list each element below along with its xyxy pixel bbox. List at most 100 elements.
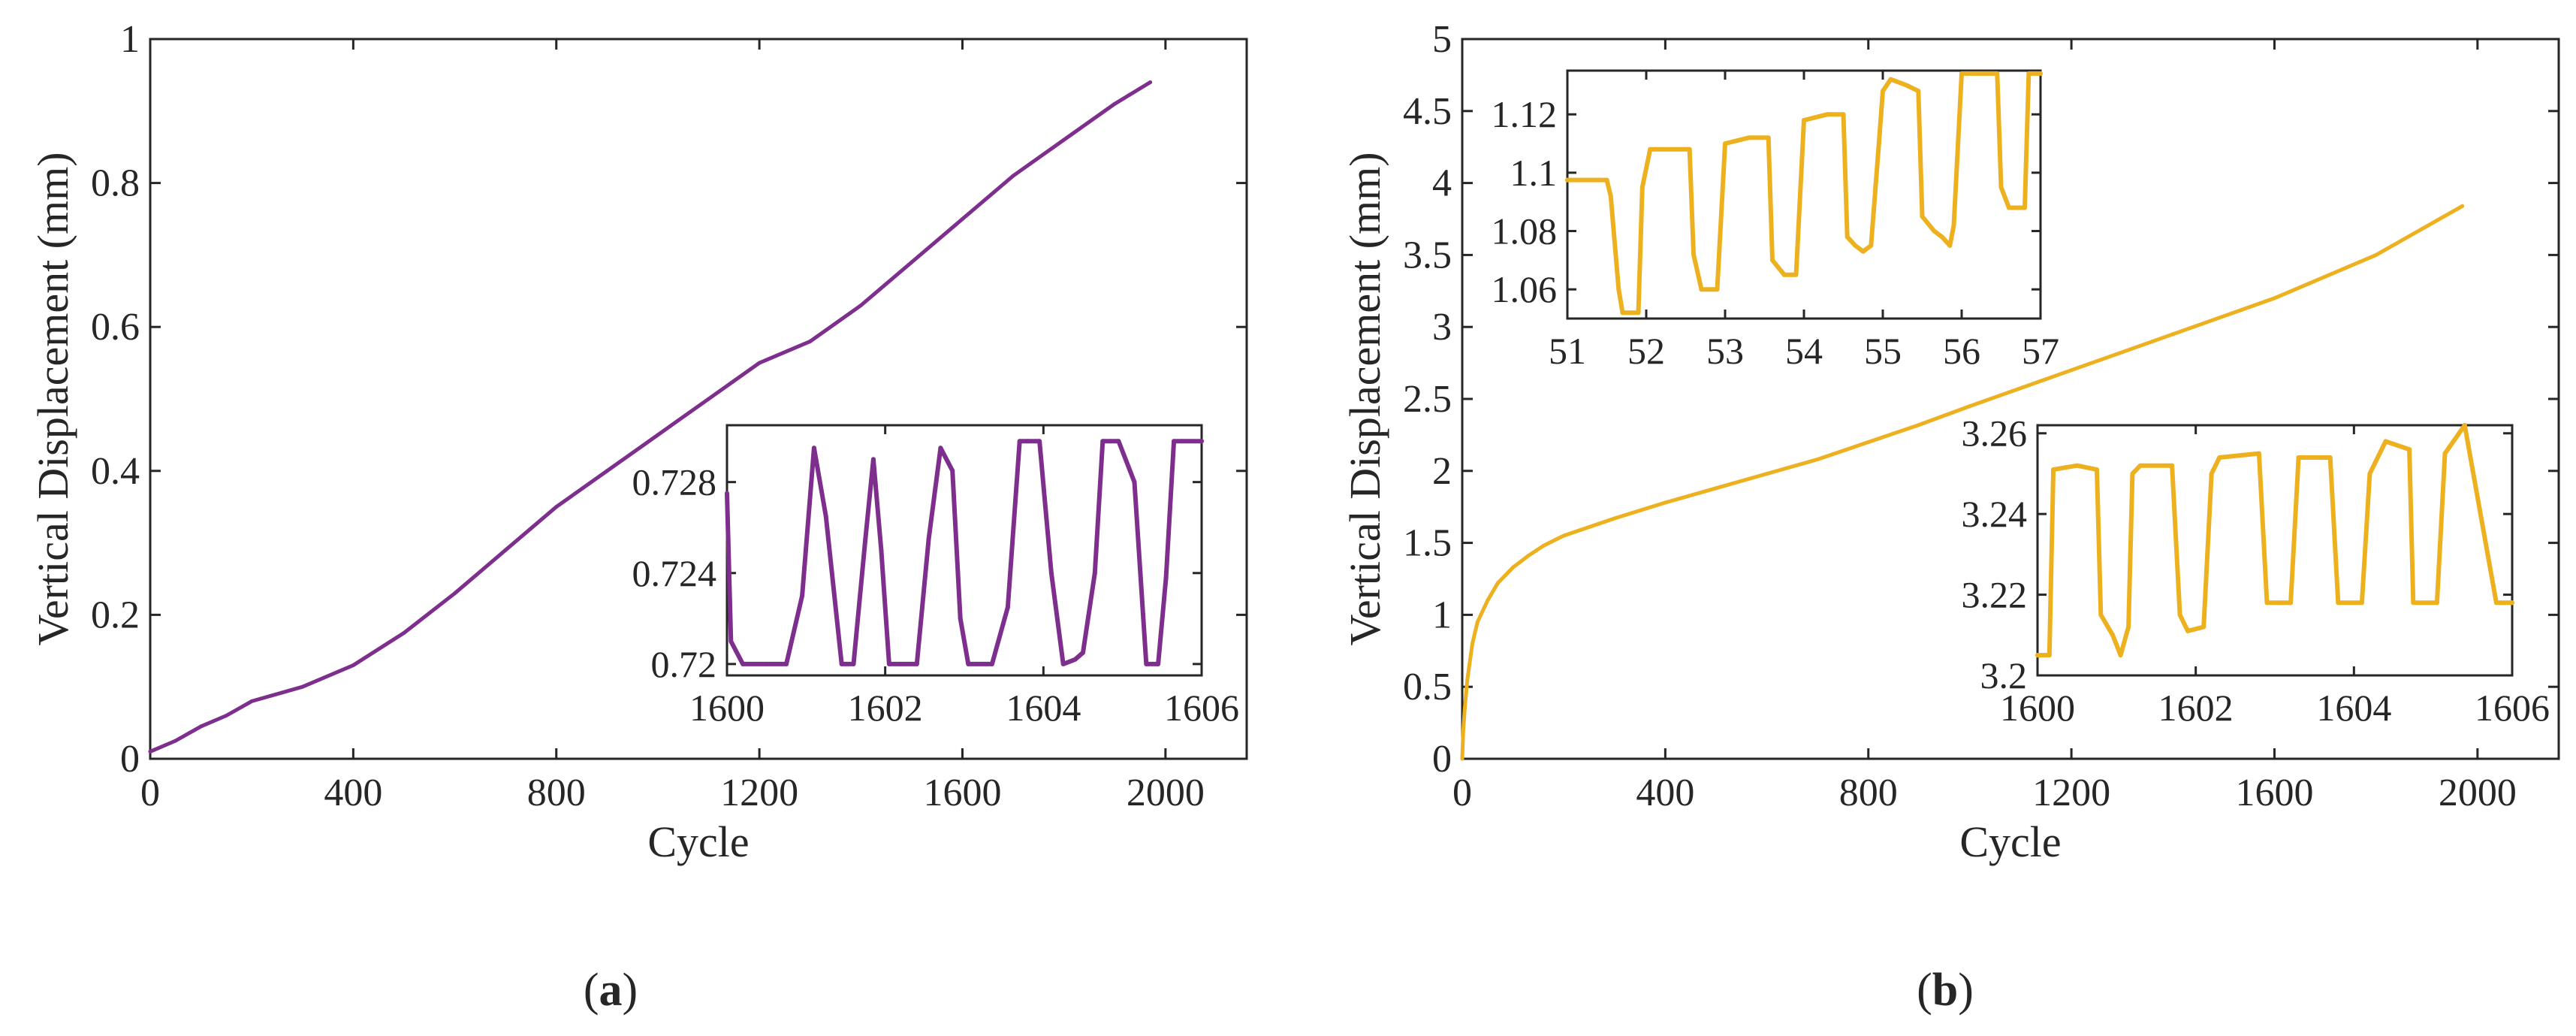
panel-a-x-axis-label: Cycle — [647, 817, 749, 866]
panel-b-inset-bottom-series-line-point — [2256, 451, 2261, 456]
panel-a-inset-series-line-point — [851, 661, 856, 666]
panel-a-inset-x-tick-label: 1604 — [1006, 687, 1081, 729]
panel-b-series-line-point — [1511, 565, 1516, 569]
panel-a-inset-series-line-point — [863, 536, 868, 542]
panel-b-inset-bottom-series-line-point — [2327, 455, 2333, 460]
panel-a-inset-series-line-point — [1092, 570, 1097, 575]
panel-b-inset-bottom-series-line-point — [2177, 612, 2182, 618]
panel-b-inset-top-series-line-point — [1939, 234, 1944, 240]
panel-b-inset-bottom-x-tick-label: 1602 — [2158, 687, 2234, 729]
panel-b-inset-top-series-line-point — [1565, 177, 1570, 183]
panel-b-inset-bottom-x-tick-label: 1604 — [2316, 687, 2391, 729]
panel-a-inset-series-line-point — [784, 661, 789, 666]
panel-a-inset-series-line-point — [823, 514, 828, 519]
panel-a-inset-series-line-point — [1072, 657, 1078, 662]
panel-b-inset-bottom-series-line-point — [2442, 451, 2448, 456]
panel-b-series-line-point — [1612, 516, 1617, 521]
panel-b-inset-bottom-series-line-point — [2407, 447, 2412, 452]
panel-b-inset-bottom-series-line-point — [2280, 600, 2285, 606]
panel-b-series-line-point — [1714, 486, 1718, 491]
panel-b-inset-top-series-line-point — [1888, 77, 1893, 82]
panel-b-inset-top-series-line-point — [1687, 146, 1692, 152]
panel-b-inset-bottom-series-line-point — [2126, 624, 2131, 630]
panel-b-inset-top-series-line-point — [1691, 252, 1696, 257]
panel-b-inset-top-x-tick-label: 56 — [1943, 330, 1980, 372]
panel-b-inset-bottom-series-line-point — [2047, 653, 2052, 658]
panel-a-inset-series-line-point — [926, 536, 931, 542]
panel-b-inset-bottom-series-line-point — [2201, 624, 2206, 630]
panel-a-series-line-point — [148, 749, 152, 754]
panel-a-inset-series-line-point — [839, 661, 844, 666]
panel-a-inset-series-line-point — [1132, 479, 1137, 485]
panel-a-inset-series-line-point — [898, 661, 903, 666]
panel-b-inset-bottom-y-tick-label: 3.24 — [1962, 493, 2028, 535]
panel-b-series-line-point — [1815, 458, 1820, 461]
panel-a-main-x-tick-label: 2000 — [1127, 772, 1205, 814]
panel-b-main-y-tick-label: 2 — [1432, 450, 1452, 493]
panel-b-inset-bottom-series-line-point — [2434, 600, 2439, 606]
panel-a-series-line-point — [503, 548, 508, 552]
panel-b-inset-bottom-x-tick-label: 1606 — [2475, 687, 2550, 729]
panel-a-series-line-point — [554, 505, 559, 509]
panel-b-series-line-point — [1465, 678, 1470, 682]
panel-a-inset-series-line-point — [950, 468, 955, 473]
panel-b-inset-top-series-line-point — [1904, 83, 1909, 88]
panel-b-series-line-point — [2374, 252, 2378, 257]
panel-b-inset-top-y-tick-label: 1.12 — [1492, 93, 1558, 135]
panel-b-series-line-point — [1475, 620, 1480, 624]
panel-a-inset-series-line-point — [1199, 439, 1204, 444]
panel-a-inset-series-line-point — [728, 639, 734, 644]
panel-a-y-axis-label: Vertical Displacement (mm) — [29, 152, 77, 645]
panel-b-inset-top-series-line-point — [1995, 71, 2000, 76]
panel-a-inset-x-tick-label: 1600 — [689, 687, 765, 729]
panel-a-inset-x-tick-label: 1602 — [848, 687, 923, 729]
panel-b-inset-top-series-line-point — [1766, 135, 1771, 140]
panel-b-series-line-point — [2069, 368, 2074, 373]
panel-b-inset-top-series-line-point — [1802, 118, 1806, 122]
panel-b-main-x-tick-label: 0 — [1452, 772, 1472, 814]
panel-a-inset-series-line-point — [1005, 605, 1010, 610]
panel-b-inset-bottom-series-line-point — [2185, 628, 2191, 633]
panel-b-main-y-tick-label: 0.5 — [1403, 666, 1452, 708]
panel-b-inset-bottom-series-line-point — [2336, 600, 2341, 606]
panel-b-inset-top-series-line-point — [1746, 135, 1751, 140]
panel-a-inset-series-line-point — [1172, 439, 1177, 444]
panel-b-main-x-tick-label: 2000 — [2439, 772, 2517, 814]
panel-b-series-line-point — [1663, 500, 1667, 505]
panel-b-inset-top-series-line-point — [1951, 222, 1956, 228]
panel-a-inset-series-line-point — [1163, 575, 1169, 580]
panel-b-main-y-tick-label: 2.5 — [1403, 378, 1452, 421]
panel-b-inset-bottom-plot-area — [2036, 424, 2514, 677]
panel-b-inset-top-series-line-point — [1825, 112, 1830, 117]
panel-a-series-line-point — [808, 339, 813, 343]
panel-b-inset-top-series-line-point — [1869, 243, 1874, 248]
panel-a-series-line-point — [605, 469, 609, 473]
panel-b-series-line-point — [1968, 404, 1972, 409]
panel-b-inset-top-series-line-point — [2022, 205, 2027, 210]
panel-b-inset-top-series-line-point — [1860, 249, 1866, 254]
panel-a-inset-series-line-point — [1081, 650, 1085, 655]
panel-b-main-y-tick-label: 5 — [1432, 18, 1452, 61]
panel-b-inset-bottom-series-line-point — [2493, 600, 2499, 606]
panel-b-inset-top-x-tick-label: 51 — [1549, 330, 1586, 372]
panel-b-main-x-tick-label: 800 — [1839, 772, 1898, 814]
panel-a-inset-y-tick-label: 0.728 — [632, 461, 717, 503]
panel-b-series-line-point — [1462, 706, 1467, 711]
panel-a-inset-series-line — [725, 439, 1204, 666]
panel-b-inset-top-series-line-point — [1616, 287, 1621, 292]
panel-b-inset-top-series-line-point — [1648, 146, 1653, 152]
panel-b-series-line-point — [2170, 332, 2175, 337]
panel-a-series-line-point — [351, 663, 355, 667]
panel-b-inset-bottom-series-line-point — [2510, 600, 2514, 606]
panel-b-series-line-point — [1561, 533, 1566, 538]
panel-a-series-line-point — [173, 738, 178, 743]
panel-b-series-line-point — [1495, 581, 1500, 585]
panel-b-inset-top-series-line-point — [1876, 141, 1881, 146]
panel-b-inset-bottom-series-line-point — [2118, 653, 2123, 658]
panel-b-inset-top-series-line-point — [2007, 205, 2011, 210]
panel-b-inset-top-series-line-point — [1723, 141, 1727, 146]
panel-b-series-line-point — [1486, 598, 1490, 603]
panel-b-inset-bottom-series-line-point — [2367, 471, 2372, 476]
panel-b-main-x-tick-label: 1600 — [2235, 772, 2313, 814]
panel-a-inset-series-line-point — [725, 491, 729, 496]
